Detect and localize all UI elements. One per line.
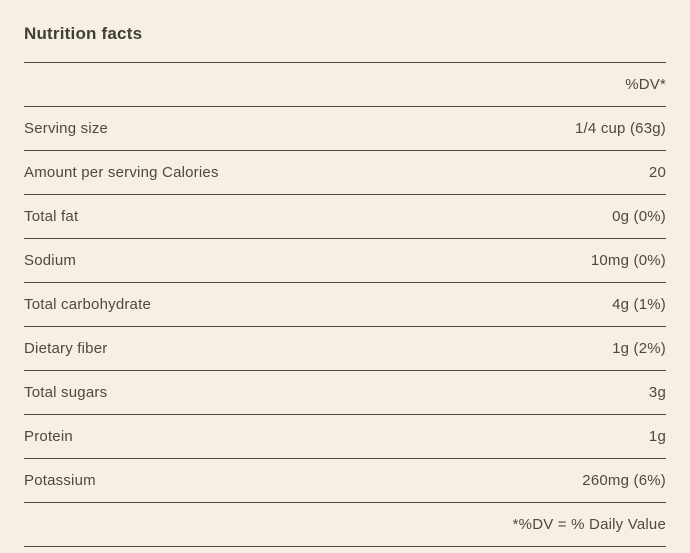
table-row: Total carbohydrate 4g (1%) xyxy=(24,283,666,327)
table-row: Dietary fiber 1g (2%) xyxy=(24,327,666,371)
header-dv: %DV* xyxy=(345,63,666,107)
row-label: Total sugars xyxy=(24,371,345,415)
row-label: Dietary fiber xyxy=(24,327,345,371)
row-value: 0g (0%) xyxy=(345,195,666,239)
table-row: Protein 1g xyxy=(24,415,666,459)
row-value: 20 xyxy=(345,151,666,195)
panel-title: Nutrition facts xyxy=(24,24,666,44)
row-value: 1g (2%) xyxy=(345,327,666,371)
row-label: Potassium xyxy=(24,459,345,503)
table-row: Sodium 10mg (0%) xyxy=(24,239,666,283)
row-label: Total fat xyxy=(24,195,345,239)
table-row: Total sugars 3g xyxy=(24,371,666,415)
row-label: Amount per serving Calories xyxy=(24,151,345,195)
table-header-row: %DV* xyxy=(24,63,666,107)
row-label: Total carbohydrate xyxy=(24,283,345,327)
table-row: Amount per serving Calories 20 xyxy=(24,151,666,195)
row-value: 1/4 cup (63g) xyxy=(345,107,666,151)
row-value: 260mg (6%) xyxy=(345,459,666,503)
nutrition-table-body: %DV* Serving size 1/4 cup (63g) Amount p… xyxy=(24,63,666,547)
table-row: Potassium 260mg (6%) xyxy=(24,459,666,503)
row-value: 4g (1%) xyxy=(345,283,666,327)
row-label: Protein xyxy=(24,415,345,459)
nutrition-facts-panel: Nutrition facts %DV* Serving size 1/4 cu… xyxy=(0,0,690,547)
row-value: 1g xyxy=(345,415,666,459)
footnote-text: *%DV = % Daily Value xyxy=(24,503,666,547)
table-row: Total fat 0g (0%) xyxy=(24,195,666,239)
table-footnote-row: *%DV = % Daily Value xyxy=(24,503,666,547)
header-empty xyxy=(24,63,345,107)
row-value: 10mg (0%) xyxy=(345,239,666,283)
row-label: Sodium xyxy=(24,239,345,283)
row-value: 3g xyxy=(345,371,666,415)
nutrition-table: %DV* Serving size 1/4 cup (63g) Amount p… xyxy=(24,62,666,547)
row-label: Serving size xyxy=(24,107,345,151)
table-row: Serving size 1/4 cup (63g) xyxy=(24,107,666,151)
